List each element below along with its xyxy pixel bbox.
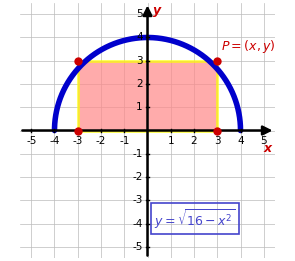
Polygon shape bbox=[78, 61, 217, 130]
Text: 2: 2 bbox=[191, 136, 197, 146]
Text: 4: 4 bbox=[237, 136, 244, 146]
Text: $P = (x, y)$: $P = (x, y)$ bbox=[221, 38, 276, 55]
Text: $y = \sqrt{16 - x^2}$: $y = \sqrt{16 - x^2}$ bbox=[155, 207, 236, 231]
Text: -1: -1 bbox=[132, 149, 143, 159]
Text: -2: -2 bbox=[96, 136, 106, 146]
Text: 3: 3 bbox=[136, 56, 143, 66]
Text: -4: -4 bbox=[49, 136, 60, 146]
Text: 5: 5 bbox=[136, 9, 143, 19]
Text: -4: -4 bbox=[132, 218, 143, 229]
Text: 4: 4 bbox=[136, 32, 143, 43]
Text: -5: -5 bbox=[26, 136, 36, 146]
Text: 3: 3 bbox=[214, 136, 221, 146]
Text: -3: -3 bbox=[73, 136, 83, 146]
Text: y: y bbox=[153, 4, 161, 17]
Text: 1: 1 bbox=[168, 136, 174, 146]
Text: x: x bbox=[264, 142, 272, 155]
Text: 5: 5 bbox=[260, 136, 267, 146]
Text: -3: -3 bbox=[132, 195, 143, 205]
Text: -2: -2 bbox=[132, 172, 143, 182]
Text: 2: 2 bbox=[136, 79, 143, 89]
Text: 1: 1 bbox=[136, 102, 143, 112]
Text: -5: -5 bbox=[132, 242, 143, 252]
Text: -1: -1 bbox=[119, 136, 130, 146]
